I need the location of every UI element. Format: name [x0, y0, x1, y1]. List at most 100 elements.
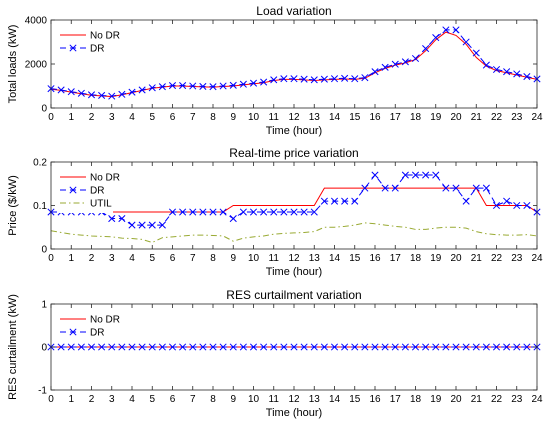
data-point — [219, 208, 227, 216]
data-point — [411, 54, 420, 63]
chart-panel-2: 0 1 2 3 4 5 6 7 8 9 10 11 12 13 14 15 16 17 18 19 20 21 22 23 24… — [7, 146, 543, 278]
data-point — [341, 343, 349, 351]
y-tick-label: 0 — [41, 104, 47, 115]
x-tick-label: 21 — [471, 394, 483, 405]
legend-label: DR — [90, 328, 104, 339]
data-point — [108, 92, 116, 100]
series-util — [50, 222, 538, 244]
x-tick-label: 19 — [430, 253, 442, 264]
x-tick-label: 24 — [531, 112, 543, 123]
data-point — [320, 197, 328, 205]
x-tick-label: 8 — [210, 394, 216, 405]
data-point — [148, 84, 156, 92]
data-point — [158, 221, 166, 229]
data-point — [411, 171, 420, 179]
data-point — [148, 221, 156, 229]
data-point — [138, 343, 146, 351]
data-point — [98, 343, 106, 351]
data-point — [87, 91, 96, 99]
data-point — [108, 214, 116, 223]
x-tick-label: 4 — [129, 112, 135, 123]
data-point — [371, 171, 379, 179]
x-tick-label: 6 — [170, 112, 176, 123]
data-point — [179, 82, 187, 90]
legend-marker — [69, 328, 77, 336]
data-point — [300, 343, 308, 351]
x-tick-label: 23 — [511, 112, 523, 123]
x-tick-label: 10 — [248, 253, 260, 264]
x-tick-label: 24 — [531, 394, 543, 405]
x-tick-label: 21 — [471, 253, 483, 264]
x-tick-label: 11 — [269, 253, 280, 264]
data-point — [503, 197, 511, 205]
data-point — [280, 343, 288, 351]
data-point — [310, 76, 318, 84]
x-tick-label: 10 — [248, 112, 260, 123]
data-point — [391, 184, 399, 192]
y-axis-label: Price ($/kW) — [7, 175, 19, 236]
data-point — [320, 343, 328, 351]
data-point — [270, 343, 278, 351]
data-point — [401, 171, 409, 179]
data-point — [341, 197, 349, 205]
data-point — [77, 89, 85, 97]
data-point — [118, 214, 126, 223]
data-point — [523, 72, 531, 81]
series-dr — [47, 343, 541, 351]
data-point — [513, 201, 521, 210]
x-tick-label: 18 — [410, 394, 422, 405]
data-point — [523, 201, 531, 210]
x-tick-label: 0 — [48, 112, 54, 123]
data-point — [401, 343, 409, 351]
x-axis-label: Time (hour) — [266, 407, 322, 419]
x-tick-label: 11 — [269, 112, 280, 123]
y-tick-label: 0.1 — [33, 201, 47, 212]
x-tick-label: 19 — [430, 394, 442, 405]
x-tick-label: 3 — [109, 112, 115, 123]
x-tick-label: 9 — [230, 112, 236, 123]
data-point — [168, 82, 177, 90]
data-point — [260, 78, 268, 86]
data-point — [118, 90, 126, 98]
data-point — [209, 208, 217, 216]
data-point — [523, 343, 531, 351]
x-tick-label: 4 — [129, 253, 135, 264]
data-point — [209, 343, 217, 351]
data-point — [260, 208, 268, 216]
x-tick-label: 18 — [410, 253, 422, 264]
data-point — [482, 184, 490, 192]
data-point — [290, 208, 298, 216]
data-point — [219, 343, 227, 351]
y-axis-label: RES curtailment (kW) — [7, 294, 19, 400]
y-tick-label: 0 — [41, 245, 47, 256]
x-tick-label: 2 — [89, 253, 95, 264]
data-point — [270, 208, 278, 216]
y-tick-label: 4000 — [25, 16, 48, 27]
x-axis-label: Time (hour) — [266, 125, 322, 137]
data-point — [128, 221, 136, 229]
data-point — [452, 343, 460, 351]
x-tick-label: 9 — [230, 253, 236, 264]
data-point — [482, 61, 490, 69]
y-tick-label: -1 — [38, 386, 47, 397]
data-point — [361, 184, 369, 192]
data-point — [442, 343, 450, 351]
data-point — [452, 184, 460, 192]
data-point — [199, 343, 207, 351]
data-point — [189, 208, 197, 216]
legend: No DR DR — [57, 26, 120, 58]
data-point — [57, 343, 65, 351]
data-point — [330, 343, 339, 351]
series-line — [50, 222, 538, 244]
data-point — [67, 88, 75, 96]
data-point — [239, 80, 247, 88]
data-point — [503, 68, 511, 76]
data-point — [199, 208, 207, 216]
data-point — [320, 75, 328, 83]
data-point — [179, 208, 187, 216]
x-tick-label: 24 — [531, 253, 543, 264]
data-point — [432, 343, 440, 351]
y-axis-label: Total loads (kW) — [7, 25, 19, 104]
x-tick-label: 13 — [309, 253, 321, 264]
data-point — [361, 343, 369, 351]
